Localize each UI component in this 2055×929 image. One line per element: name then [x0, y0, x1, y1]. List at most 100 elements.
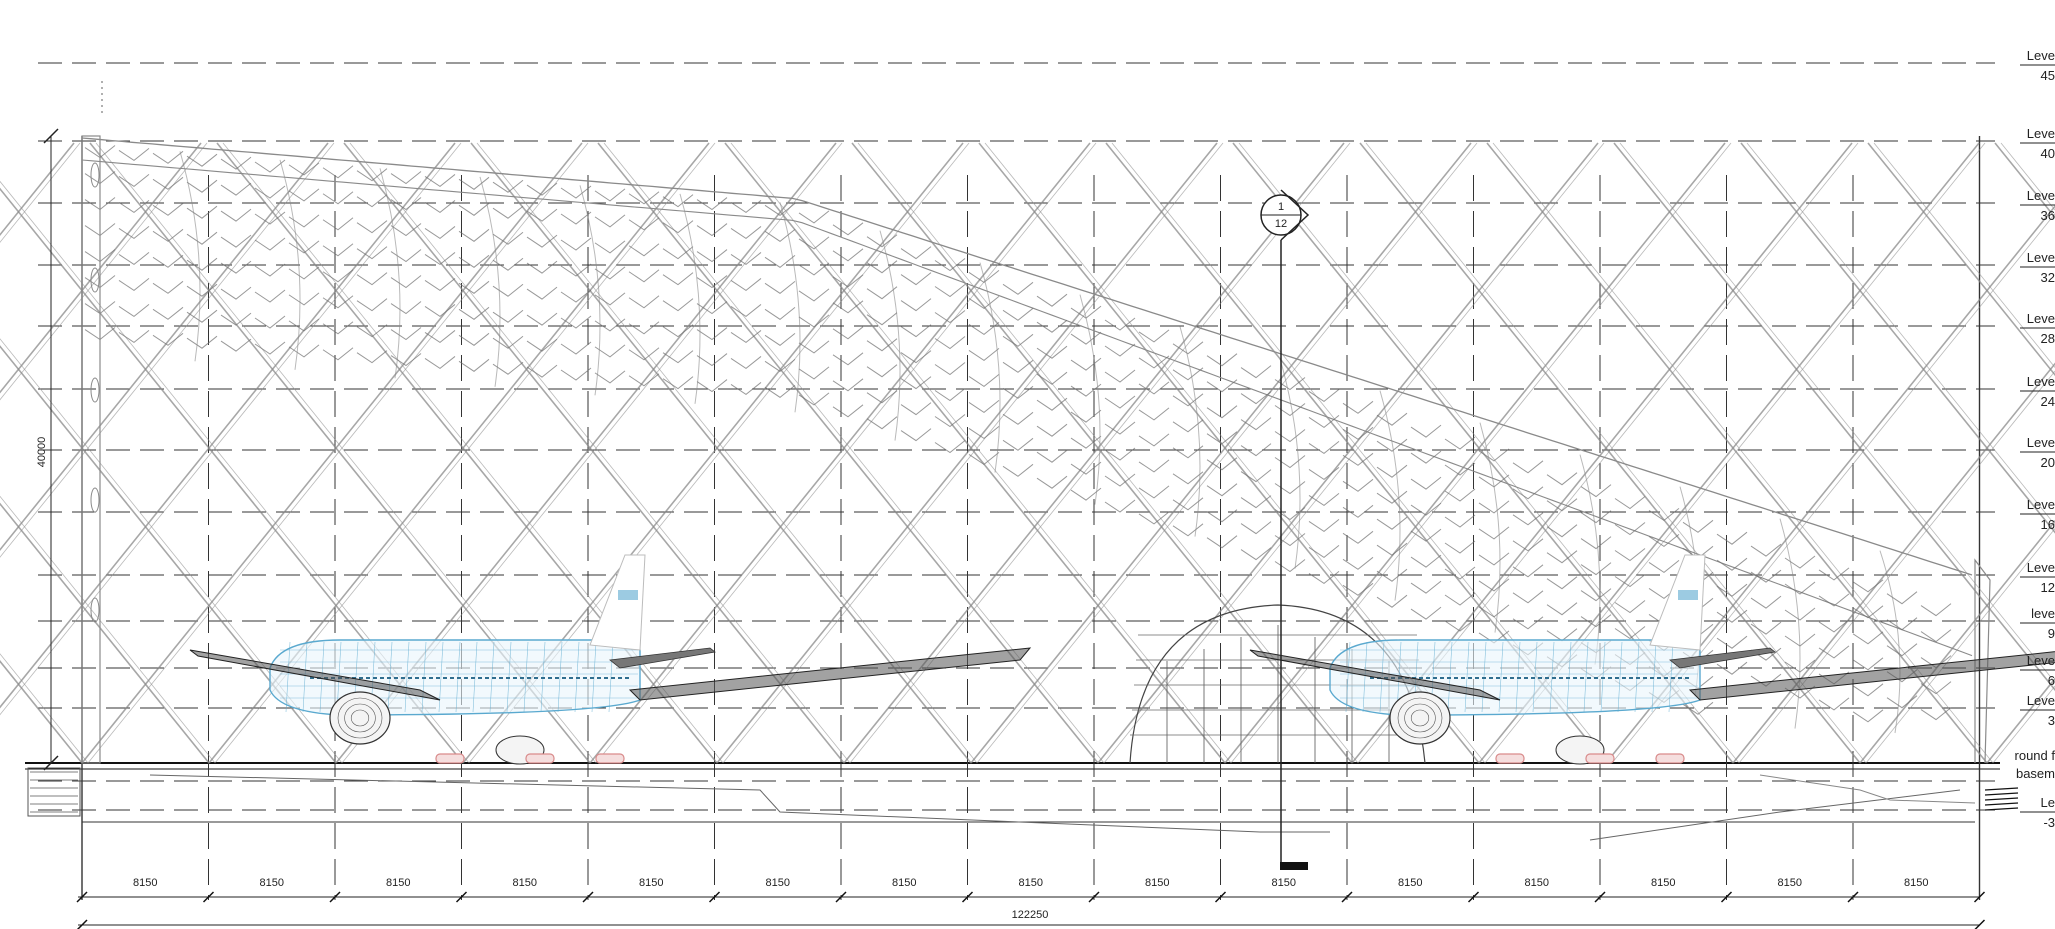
roof-chevron	[458, 306, 490, 320]
stair-tread	[1984, 802, 2019, 806]
roof-chevron	[152, 280, 184, 294]
roof-chevron	[1784, 607, 1816, 621]
bay-dim-label: 8150	[260, 877, 284, 889]
dim-tick	[329, 891, 341, 903]
lattice-member	[722, 142, 1224, 764]
roof-chevron	[1682, 519, 1714, 533]
roof-chevron	[322, 165, 354, 179]
roof-chevron	[628, 243, 660, 257]
roof-chevron	[1546, 550, 1578, 564]
roof-chevron	[288, 188, 320, 202]
roof-chevron	[1784, 685, 1816, 699]
roof-chevron	[1444, 592, 1476, 606]
roof-chevron	[1104, 473, 1136, 487]
roof-chevron	[1852, 605, 1884, 619]
stair-tread	[1984, 797, 2019, 801]
roof-chevron	[1716, 609, 1748, 623]
roof-chevron	[1070, 487, 1102, 501]
roof-chevron	[594, 266, 626, 280]
roof-chevron	[1274, 403, 1306, 417]
roof-chevron	[1478, 500, 1510, 514]
level-value: 28	[2041, 331, 2055, 346]
roof-chevron	[220, 234, 252, 248]
roof-chevron	[628, 347, 660, 361]
roof-chevron	[1240, 365, 1272, 379]
roof-chevron	[1410, 554, 1442, 568]
column-joint	[90, 162, 100, 188]
roof-chevron	[254, 315, 286, 329]
roof-chevron	[1716, 557, 1748, 571]
roof-chevron	[526, 234, 558, 248]
roof-chevron	[458, 332, 490, 346]
roof-chevron	[1138, 459, 1170, 473]
roof-chevron	[798, 210, 830, 224]
roof-chevron	[968, 400, 1000, 414]
lattice-member	[0, 142, 329, 551]
roof-chevron	[1342, 478, 1374, 492]
roof-chevron	[1886, 643, 1918, 657]
stair-block	[27, 767, 81, 817]
roof-chevron	[560, 237, 592, 251]
level-value: -3	[2043, 815, 2055, 830]
roof-chevron	[1240, 521, 1272, 535]
section-marker: 1 12	[1260, 189, 1310, 870]
roof-chevron	[1172, 341, 1204, 355]
roof-chevron	[1410, 450, 1442, 464]
dim-tick	[76, 919, 88, 929]
level-value: 3	[2048, 713, 2055, 728]
roof-chevron	[1852, 683, 1884, 697]
roof-chevron	[220, 312, 252, 326]
roof-chevron	[186, 335, 218, 349]
roof-chevron	[1614, 496, 1646, 510]
roof-rib	[679, 193, 701, 404]
roof-chevron	[1750, 595, 1782, 609]
roof-chevron	[1002, 281, 1034, 295]
roof-chevron	[628, 295, 660, 309]
stair-tread	[1984, 807, 2019, 811]
landing-gear	[1585, 753, 1615, 764]
roof-chevron	[1002, 437, 1034, 451]
bay-dim-label: 8150	[892, 877, 916, 889]
lattice-member	[1746, 142, 2055, 526]
roof-chevron	[866, 260, 898, 274]
roof-chevron	[866, 286, 898, 300]
roof-chevron	[1172, 393, 1204, 407]
roof-chevron	[1070, 383, 1102, 397]
roof-chevron	[1206, 379, 1238, 393]
roof-chevron	[730, 356, 762, 370]
lattice-member	[1492, 142, 1994, 764]
landing-gear	[435, 753, 465, 764]
fuselage-mesh	[1345, 641, 1351, 713]
roof-chevron	[1138, 329, 1170, 343]
section-marker-arrow	[1280, 189, 1310, 241]
roof-chevron	[390, 301, 422, 315]
roof-chevron	[832, 222, 864, 236]
stabilizer	[609, 647, 716, 669]
roof-chevron	[492, 179, 524, 193]
roof-chevron	[1274, 507, 1306, 521]
lattice-member	[0, 142, 202, 394]
dim-tick	[202, 891, 215, 903]
roof-chevron	[390, 197, 422, 211]
roof-chevron	[356, 194, 388, 208]
wing-left	[1249, 649, 1501, 701]
roof-chevron	[458, 280, 490, 294]
roof-chevron	[1206, 405, 1238, 419]
dim-tick	[1214, 891, 1227, 903]
roof-chevron	[1546, 628, 1578, 642]
roof-chevron	[730, 226, 762, 240]
roof-chevron	[866, 364, 898, 378]
roof-chevron	[152, 202, 184, 216]
dim-tick	[1847, 891, 1859, 903]
lattice-member	[724, 142, 1226, 764]
roof-chevron	[1784, 581, 1816, 595]
dim-tick	[1088, 891, 1100, 903]
tail-logo	[1678, 590, 1698, 600]
roof-chevron	[1342, 452, 1374, 466]
roof-chevron	[934, 336, 966, 350]
roof-chevron	[1512, 564, 1544, 578]
roof-chevron	[186, 257, 218, 271]
roof-chevron	[1818, 619, 1850, 633]
roof-chevron	[1886, 617, 1918, 631]
